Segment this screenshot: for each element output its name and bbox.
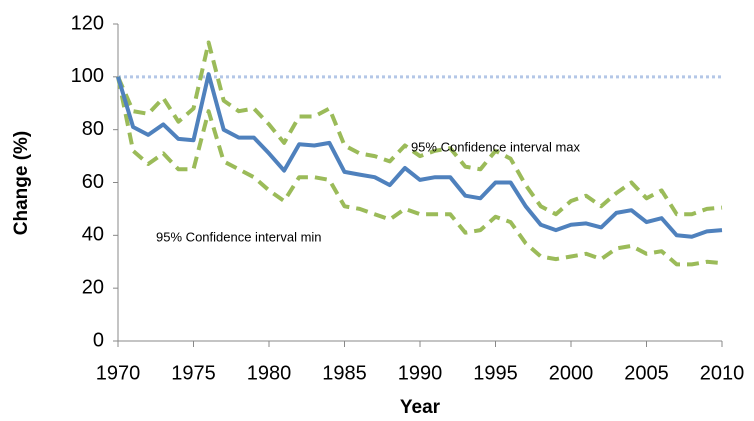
x-tick-label: 2010 [700, 362, 745, 384]
x-tick-label: 1995 [473, 362, 518, 384]
index-line [116, 72, 723, 239]
y-tick-label: 120 [71, 12, 104, 34]
y-axis-title: Change (%) [11, 131, 32, 236]
y-tick-label: 100 [71, 65, 104, 87]
x-tick-label: 2000 [549, 362, 594, 384]
x-tick-label: 1990 [398, 362, 443, 384]
x-tick-label: 1975 [171, 362, 216, 384]
y-tick-label: 20 [82, 276, 104, 298]
x-tick-label: 2005 [624, 362, 669, 384]
ci-line [116, 76, 723, 267]
ci-line [116, 40, 723, 217]
y-tick-label: 80 [82, 118, 104, 140]
y-tick-label: 60 [82, 171, 104, 193]
annotation: 95% Confidence interval max [411, 140, 581, 155]
x-tick-label: 1980 [247, 362, 292, 384]
x-tick-label: 1970 [96, 362, 141, 384]
y-tick-label: 40 [82, 224, 104, 246]
x-tick-label: 1985 [322, 362, 367, 384]
y-tick-label: 0 [93, 329, 104, 351]
annotation: 95% Confidence interval min [156, 229, 321, 244]
x-axis-title: Year [400, 397, 441, 418]
